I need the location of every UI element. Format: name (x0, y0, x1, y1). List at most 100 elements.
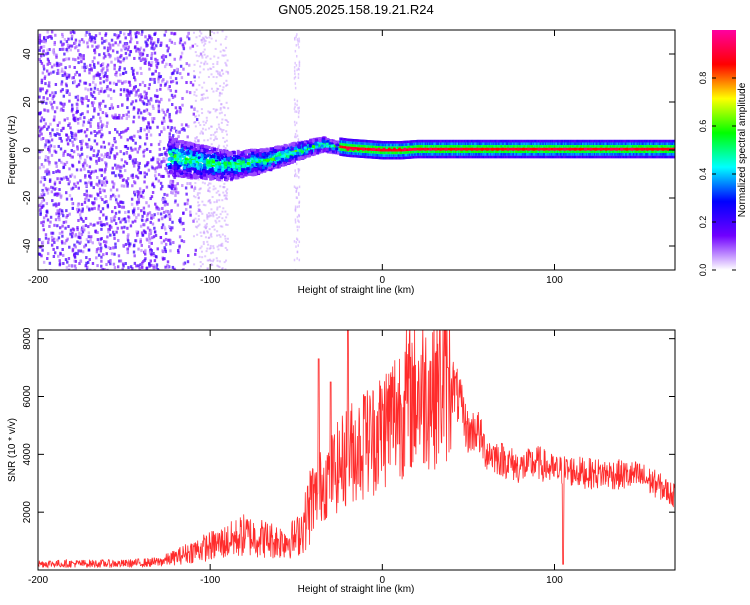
noise-cell (119, 60, 122, 64)
ridge-cell (211, 163, 215, 167)
noise-cell (218, 71, 221, 74)
noise-cell (125, 113, 128, 117)
noise-cell (67, 136, 70, 140)
noise-cell (61, 234, 64, 238)
noise-cell (158, 153, 161, 157)
noise-cell (104, 39, 108, 43)
noise-cell (219, 213, 222, 216)
noise-cell (72, 134, 76, 138)
noise-cell (114, 242, 117, 246)
noise-cell (173, 184, 177, 188)
noise-cell (129, 34, 133, 38)
noise-cell (183, 261, 187, 265)
noise-cell (102, 181, 105, 185)
noise-cell (174, 77, 178, 81)
noise-cell (121, 178, 125, 182)
noise-cell (203, 63, 206, 66)
noise-cell (137, 115, 141, 119)
noise-cell (209, 259, 212, 262)
noise-cell (68, 153, 72, 157)
noise-cell (106, 75, 109, 79)
noise-cell (222, 106, 225, 109)
noise-cell (130, 91, 133, 95)
noise-cell (204, 255, 207, 258)
noise-cell (170, 93, 174, 97)
noise-cell (144, 164, 147, 168)
ridge-cell (214, 158, 218, 162)
noise-cell (116, 226, 119, 230)
noise-cell (201, 56, 204, 59)
noise-cell (195, 54, 198, 57)
noise-cell (60, 69, 64, 73)
noise-cell (82, 120, 86, 124)
ridge-cell (239, 174, 243, 178)
noise-cell (201, 181, 204, 184)
ridge-cell (207, 145, 211, 149)
noise-cell (152, 72, 155, 76)
noise-cell (62, 47, 65, 51)
noise-cell (53, 42, 56, 46)
noise-cell (119, 73, 122, 77)
noise-cell (130, 148, 133, 152)
ridge-cell (225, 178, 229, 182)
noise-cell (164, 248, 167, 252)
noise-cell (163, 257, 166, 261)
noise-cell (104, 71, 107, 75)
ridge-cell (304, 154, 308, 158)
noise-cell (196, 110, 199, 113)
noise-cell (295, 35, 297, 38)
noise-cell (76, 228, 79, 232)
noise-cell (223, 261, 226, 264)
noise-cell (217, 146, 220, 149)
noise-cell (126, 138, 129, 142)
noise-cell (156, 62, 160, 66)
noise-cell (152, 106, 155, 110)
ridge-cell (302, 143, 306, 147)
noise-cell (48, 150, 51, 154)
noise-cell (98, 181, 101, 185)
noise-cell (174, 106, 178, 110)
noise-cell (74, 116, 77, 120)
noise-cell (126, 90, 130, 94)
ridge-cell (206, 151, 210, 155)
noise-cell (101, 41, 104, 45)
noise-cell (225, 130, 228, 133)
noise-cell (81, 207, 85, 211)
ridge-cell (239, 172, 243, 176)
noise-cell (105, 65, 109, 69)
noise-cell (170, 72, 174, 76)
noise-cell (173, 94, 177, 98)
noise-cell (134, 78, 137, 82)
noise-cell (226, 133, 229, 136)
noise-cell (218, 74, 221, 77)
noise-cell (179, 55, 183, 59)
noise-cell (54, 192, 57, 196)
noise-cell (133, 134, 136, 138)
noise-cell (210, 73, 213, 76)
noise-cell (163, 159, 166, 163)
noise-cell (87, 248, 90, 252)
noise-cell (91, 207, 94, 211)
ridge-cell (197, 156, 201, 160)
ridge-cell (316, 137, 320, 141)
noise-cell (121, 81, 124, 85)
noise-cell (136, 230, 140, 234)
noise-cell (97, 44, 100, 48)
noise-cell (66, 213, 69, 217)
noise-cell (109, 96, 113, 100)
noise-cell (89, 171, 93, 175)
noise-cell (165, 209, 168, 213)
noise-cell (87, 198, 90, 202)
noise-cell (40, 193, 43, 197)
noise-cell (208, 214, 211, 217)
noise-cell (199, 187, 202, 190)
noise-cell (106, 121, 109, 125)
ridge-cell (236, 164, 240, 168)
noise-cell (153, 230, 157, 234)
ridge-cell (265, 168, 269, 172)
noise-cell (225, 216, 228, 219)
noise-cell (163, 246, 166, 250)
noise-cell (80, 147, 83, 151)
noise-cell (61, 73, 64, 77)
ridge-cell (198, 159, 202, 163)
